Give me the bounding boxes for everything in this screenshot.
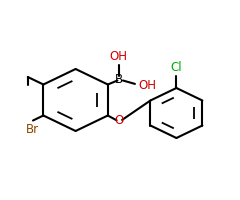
Text: OH: OH <box>110 50 128 63</box>
Text: O: O <box>114 114 123 127</box>
Text: Cl: Cl <box>171 61 182 74</box>
Text: B: B <box>114 73 123 86</box>
Text: Br: Br <box>26 123 39 136</box>
Text: OH: OH <box>138 79 156 92</box>
